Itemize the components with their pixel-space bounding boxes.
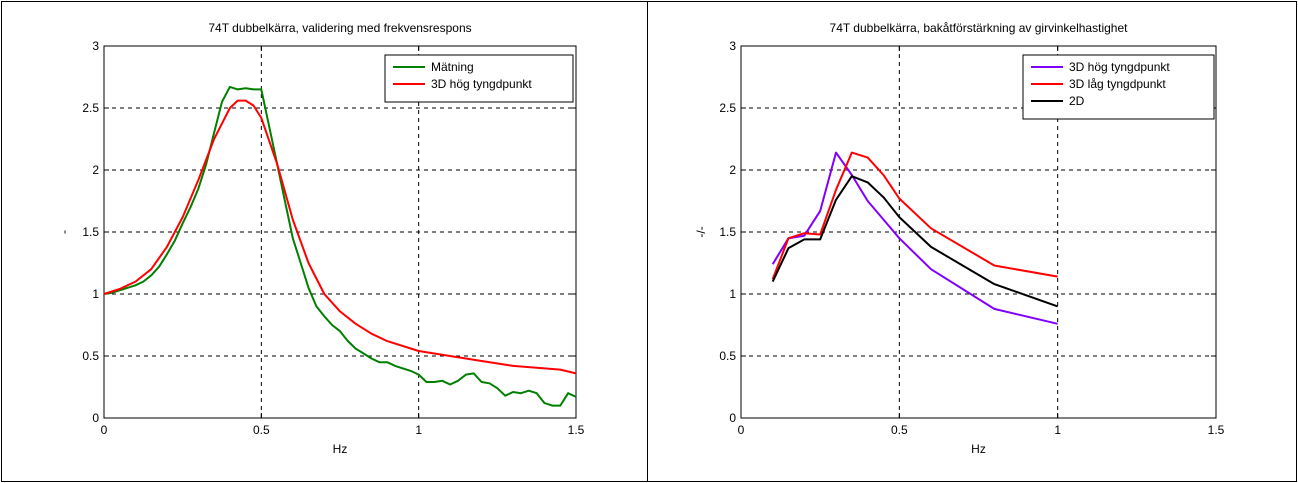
y-tick-label: 2 bbox=[729, 163, 736, 177]
x-tick-label: 0 bbox=[738, 423, 745, 437]
y-axis-label: - bbox=[57, 230, 71, 234]
y-tick-label: 2 bbox=[92, 163, 99, 177]
x-tick-label: 0.5 bbox=[891, 423, 908, 437]
legend-box bbox=[384, 54, 574, 103]
y-tick-label: 1.5 bbox=[82, 225, 99, 239]
series-line bbox=[771, 151, 1058, 325]
x-axis-label: Hz bbox=[971, 442, 986, 456]
legend-label: 3D hög tyngdpunkt bbox=[1069, 60, 1170, 74]
legend-label: Mätning bbox=[431, 60, 474, 74]
x-tick-label: 1 bbox=[1054, 423, 1061, 437]
y-tick-label: 1 bbox=[729, 287, 736, 301]
y-tick-label: 3 bbox=[92, 39, 99, 53]
chart-right: 0 0.5 1 1.5 0 0.5 1 1.5 2 2.5 3 74T dubbelkärra, ba… bbox=[694, 21, 1225, 456]
right-panel-frame bbox=[647, 1, 1297, 482]
x-tick-label: 1 bbox=[415, 423, 422, 437]
legend-label: 2D bbox=[1069, 94, 1085, 108]
legend-label: 3D låg tyngdpunkt bbox=[1069, 77, 1166, 91]
chart-title: 74T dubbelkärra, validering med frekvens… bbox=[208, 21, 471, 35]
x-tick-label: 0 bbox=[101, 423, 108, 437]
y-tick-label: 2.5 bbox=[719, 101, 736, 115]
x-tick-label: 1.5 bbox=[568, 423, 585, 437]
chart-title: 74T dubbelkärra, bakåtförstärkning av gi… bbox=[830, 21, 1129, 35]
y-tick-label: 0.5 bbox=[82, 349, 99, 363]
y-tick-label: 1 bbox=[92, 287, 99, 301]
y-tick-label: 0 bbox=[92, 411, 99, 425]
x-tick-label: 1.5 bbox=[1208, 423, 1225, 437]
series-line bbox=[103, 85, 577, 407]
series-line bbox=[771, 151, 1058, 280]
y-axis-label: -/- bbox=[694, 226, 708, 237]
series-line bbox=[103, 99, 577, 375]
y-tick-label: 1.5 bbox=[719, 225, 736, 239]
y-tick-label: 0.5 bbox=[719, 349, 736, 363]
y-tick-label: 2.5 bbox=[82, 101, 99, 115]
x-axis-label: Hz bbox=[333, 442, 348, 456]
series-line bbox=[771, 175, 1059, 308]
y-tick-label: 3 bbox=[729, 39, 736, 53]
y-tick-label: 0 bbox=[729, 411, 736, 425]
legend-label: 3D hög tyngdpunkt bbox=[431, 77, 532, 91]
chart-left: 0 0.5 1 1.5 0 0.5 1 1.5 2 2.5 3 74T dubbelkärra, va… bbox=[57, 21, 585, 456]
legend-box bbox=[1022, 54, 1215, 120]
x-tick-label: 0.5 bbox=[253, 423, 270, 437]
